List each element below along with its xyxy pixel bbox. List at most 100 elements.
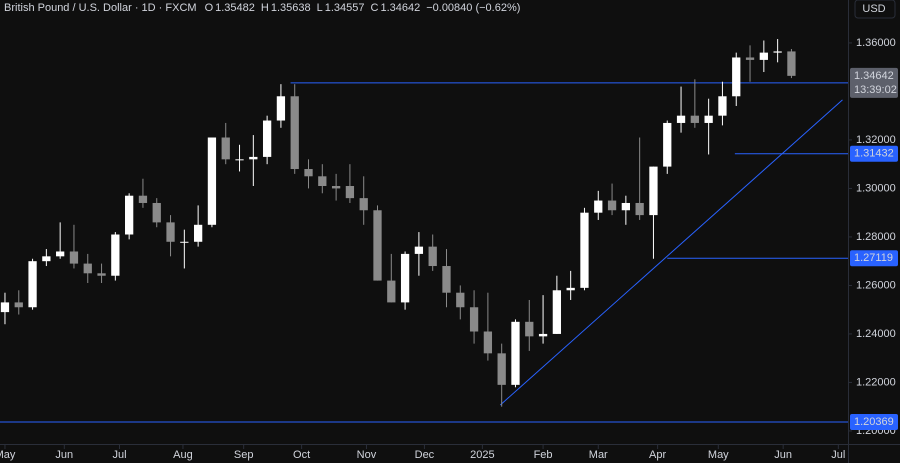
y-tick-label: 1.22000: [856, 376, 896, 388]
candle-body: [152, 202, 161, 223]
candle-body: [207, 137, 217, 225]
currency[interactable]: USD: [862, 3, 885, 15]
y-tick-label: 1.28000: [856, 231, 896, 243]
x-tick-label: 2025: [470, 449, 494, 461]
candle-body: [649, 166, 658, 216]
ohlc-label: H: [261, 2, 269, 14]
x-tick-label: May: [708, 449, 729, 461]
candle-body: [249, 156, 258, 160]
candle-body: [0, 302, 10, 313]
y-tick-label: 1.24000: [856, 328, 896, 340]
candle-body: [111, 234, 120, 276]
candle-body: [552, 290, 562, 334]
x-tick-label: May: [0, 449, 16, 461]
candle-body: [400, 253, 410, 303]
candle-body: [759, 52, 768, 60]
candle-body: [180, 241, 189, 243]
ohlc-value: 1.34557: [325, 2, 365, 14]
candle-body: [525, 321, 534, 337]
x-tick-label: Sep: [234, 449, 254, 461]
y-tick-label: 1.30000: [856, 182, 896, 194]
candle-body: [456, 292, 465, 308]
symbol-title: British Pound / U.S. Dollar · 1D · FXCM: [4, 2, 197, 14]
y-tick-label: 1.26000: [856, 279, 896, 291]
x-tick-label: Aug: [173, 449, 193, 461]
ohlc-value: 1.34642: [380, 2, 420, 14]
header: British Pound / U.S. Dollar · 1D · FXCM O…: [4, 2, 520, 14]
candle-body: [607, 200, 617, 211]
candle-body: [580, 212, 589, 288]
x-tick-label: Jul: [112, 449, 126, 461]
candle-body: [442, 266, 451, 293]
candle-body: [745, 57, 755, 60]
x-tick-label: Feb: [534, 449, 553, 461]
level-tag-label: 1.27119: [854, 252, 893, 264]
candle-body: [635, 202, 644, 216]
candle-body: [42, 256, 51, 262]
x-tick-label: Jul: [831, 449, 845, 461]
candle-body: [787, 51, 796, 76]
candle-body: [594, 200, 603, 213]
candle-body: [276, 96, 286, 121]
candle-body: [304, 169, 313, 177]
x-tick-label: Mar: [589, 449, 608, 461]
candle-body: [221, 137, 230, 160]
candle-body: [621, 202, 630, 211]
candle-body: [483, 331, 493, 354]
candle-body: [414, 246, 424, 254]
candle-body: [193, 224, 203, 242]
candle-body: [469, 307, 479, 332]
x-tick-label: Jun: [774, 449, 792, 461]
candle-body: [538, 333, 548, 337]
x-tick-label: Nov: [357, 449, 377, 461]
candle-body: [428, 246, 437, 267]
candle-body: [56, 251, 65, 257]
candle-body: [387, 280, 396, 303]
candle-body: [138, 195, 148, 203]
candle-body: [663, 122, 672, 167]
level-tag-label: 1.20369: [854, 416, 894, 428]
x-tick-label: Jun: [55, 449, 73, 461]
candle-body: [511, 321, 520, 385]
candle-body: [290, 96, 299, 170]
candle-body: [704, 115, 713, 123]
candle-body: [773, 51, 782, 53]
candle-body: [345, 186, 355, 199]
y-tick-label: 1.32000: [856, 134, 896, 146]
candle-body: [331, 186, 341, 189]
level-tag: [850, 145, 898, 162]
candle-body: [262, 120, 272, 157]
x-tick-label: Dec: [415, 449, 435, 461]
candle-body: [14, 302, 23, 308]
y-tick-label: 1.36000: [856, 37, 896, 49]
ohlc-label: C: [371, 2, 379, 14]
candle-body: [373, 210, 382, 281]
level-tag: [850, 413, 898, 430]
candle-body: [566, 287, 575, 291]
candle-body: [83, 263, 92, 274]
x-tick-label: Oct: [293, 449, 310, 461]
candle-body: [125, 195, 134, 235]
ohlc-label: O: [205, 2, 214, 14]
ohlc-value: 1.35482: [215, 2, 255, 14]
candle-body: [497, 353, 506, 385]
candle-body: [318, 176, 327, 187]
ohlc-label: L: [317, 2, 323, 14]
last-price-label: 1.34642: [854, 70, 894, 82]
candle-body: [28, 261, 37, 308]
level-tag-label: 1.31432: [854, 148, 894, 160]
candle-body: [97, 273, 106, 276]
currency-box[interactable]: [854, 0, 896, 19]
candle-body: [676, 115, 686, 123]
ohlc-value: 1.35638: [271, 2, 311, 14]
trendline: [499, 99, 843, 406]
candle-body: [718, 96, 727, 116]
x-tick-label: Apr: [649, 449, 666, 461]
candle-body: [359, 198, 368, 211]
countdown-label: 13:39:02: [854, 84, 897, 96]
last-price-tag: [850, 67, 898, 98]
level-tag: [850, 250, 898, 267]
candle-body: [166, 222, 175, 242]
